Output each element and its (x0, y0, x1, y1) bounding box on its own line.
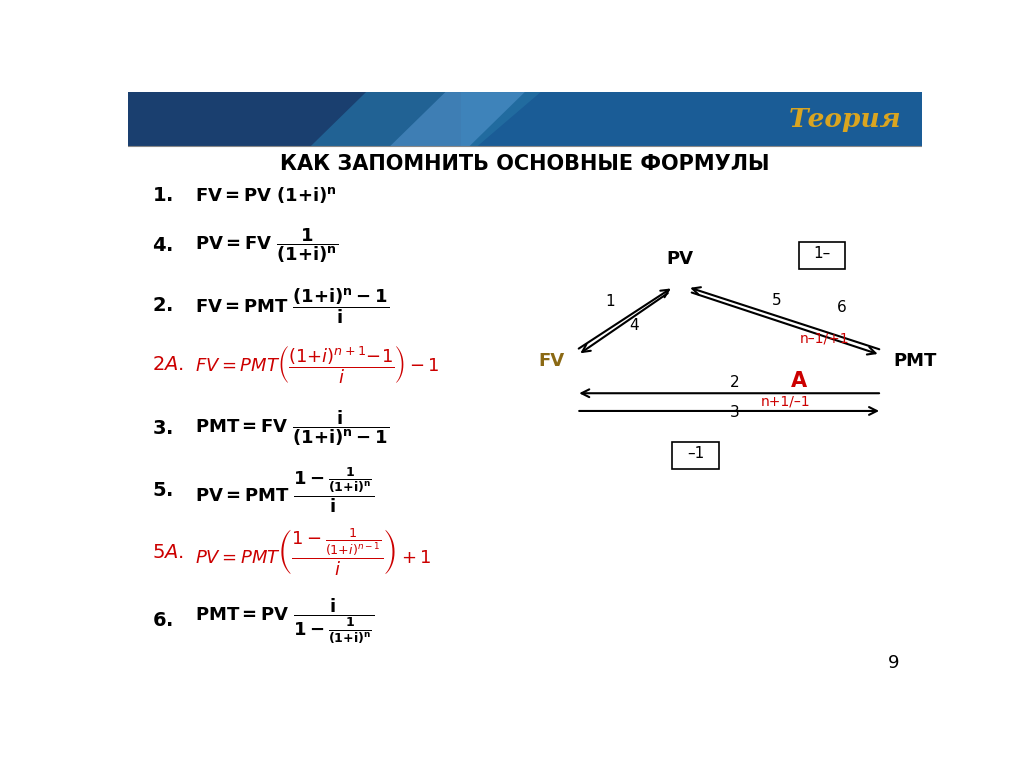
Text: 4: 4 (630, 318, 639, 333)
Text: 1–: 1– (813, 246, 830, 262)
Text: PV: PV (666, 250, 693, 268)
Text: $\mathbf{5.}$: $\mathbf{5.}$ (152, 481, 173, 500)
Text: 9: 9 (888, 654, 899, 672)
Text: 2: 2 (730, 375, 740, 390)
Text: $\mathbf{1.}$: $\mathbf{1.}$ (152, 186, 173, 205)
Text: $\mathbf{3.}$: $\mathbf{3.}$ (152, 420, 173, 438)
Text: $\mathit{FV = PMT\left(\dfrac{(1{+}i)^{n+1}{-}1}{i}\right) - 1}$: $\mathit{FV = PMT\left(\dfrac{(1{+}i)^{n… (196, 344, 440, 386)
Text: n–1/+1: n–1/+1 (800, 332, 850, 346)
Text: $\mathbf{FV = PMT\ \dfrac{(1{+}i)^n - 1}{i}}$: $\mathbf{FV = PMT\ \dfrac{(1{+}i)^n - 1}… (196, 286, 389, 326)
Text: n+1/–1: n+1/–1 (761, 394, 810, 409)
Text: $\mathbf{PMT = FV\ \dfrac{i}{(1{+}i)^n - 1}}$: $\mathbf{PMT = FV\ \dfrac{i}{(1{+}i)^n -… (196, 409, 389, 449)
Text: $\mathbf{2.}$: $\mathbf{2.}$ (152, 296, 173, 315)
Text: КАК ЗАПОМНИТЬ ОСНОВНЫЕ ФОРМУЛЫ: КАК ЗАПОМНИТЬ ОСНОВНЫЕ ФОРМУЛЫ (280, 154, 770, 174)
Text: $\mathbf{FV = PV\ (1{+}i)^n}$: $\mathbf{FV = PV\ (1{+}i)^n}$ (196, 186, 337, 206)
Text: $\mathit{PV = PMT\left(\dfrac{1 - \frac{1}{(1{+}i)^{n-1}}}{i}\right) + 1}$: $\mathit{PV = PMT\left(\dfrac{1 - \frac{… (196, 527, 432, 578)
Text: Теория: Теория (790, 107, 902, 132)
Text: $\mathbf{PV = FV\ \dfrac{1}{(1{+}i)^n}}$: $\mathbf{PV = FV\ \dfrac{1}{(1{+}i)^n}}$ (196, 226, 339, 265)
Polygon shape (390, 92, 524, 146)
Text: 6: 6 (838, 300, 847, 314)
FancyBboxPatch shape (799, 242, 846, 269)
Bar (128, 92, 461, 146)
Text: 5: 5 (771, 293, 781, 308)
Text: $\mathbf{PMT = PV\ \dfrac{i}{1 - \frac{1}{(1{+}i)^n}}}$: $\mathbf{PMT = PV\ \dfrac{i}{1 - \frac{1… (196, 596, 375, 645)
Polygon shape (310, 92, 541, 146)
Text: 3: 3 (730, 405, 740, 420)
FancyBboxPatch shape (673, 442, 719, 469)
Text: $\mathbf{PV = PMT\ \dfrac{1 - \frac{1}{(1{+}i)^n}}{i}}$: $\mathbf{PV = PMT\ \dfrac{1 - \frac{1}{(… (196, 466, 375, 515)
Text: $\mathbf{4.}$: $\mathbf{4.}$ (152, 236, 173, 255)
Text: FV: FV (539, 352, 564, 370)
Text: A: A (791, 371, 807, 391)
Text: 1: 1 (605, 294, 614, 309)
Text: –1: –1 (687, 446, 705, 461)
Text: PMT: PMT (893, 352, 936, 370)
Text: $\mathit{5A.}$: $\mathit{5A.}$ (152, 543, 183, 562)
Bar (128, 92, 922, 146)
Text: $\mathbf{6.}$: $\mathbf{6.}$ (152, 611, 173, 630)
Text: $\mathit{2A.}$: $\mathit{2A.}$ (152, 355, 183, 374)
